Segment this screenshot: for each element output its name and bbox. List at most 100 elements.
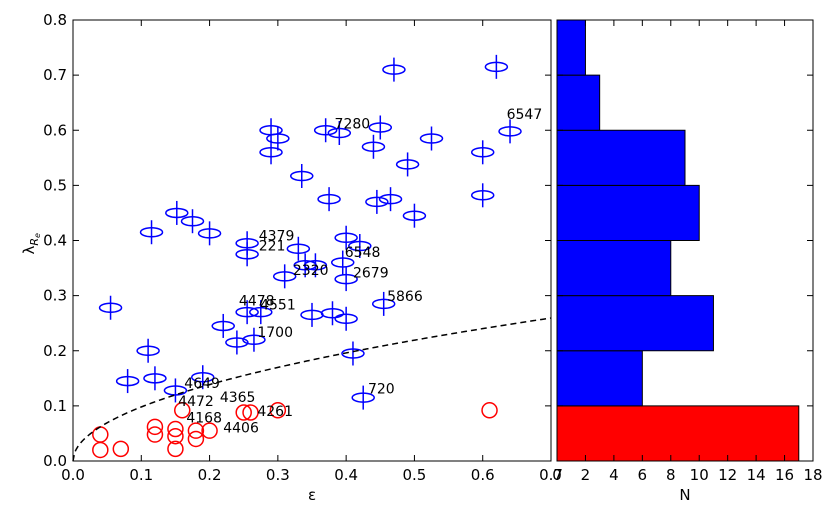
slow-rotator-marker — [92, 441, 109, 459]
histogram-bar — [556, 295, 714, 352]
slow-rotator-marker — [167, 427, 184, 445]
histogram-plot-frame — [556, 19, 814, 462]
galaxy-annotation: 4551 — [260, 297, 296, 313]
histogram-x-axis-label: N — [679, 486, 690, 504]
fast-rotator-marker — [136, 345, 160, 356]
y-axis-label-subscript: R — [28, 238, 41, 246]
y-tick-label: 0.7 — [43, 66, 67, 84]
fast-rotator-marker — [470, 147, 495, 158]
slow-rotator-marker — [187, 430, 205, 448]
fast-rotator-marker — [165, 207, 189, 219]
fast-rotator-marker — [351, 392, 375, 403]
fast-rotator-marker — [419, 133, 444, 144]
fast-rotator-marker — [470, 190, 495, 201]
x-tick-label: 0.4 — [334, 466, 358, 484]
fast-rotator-marker — [259, 147, 283, 158]
fast-rotator-marker — [341, 348, 365, 359]
fast-rotator-marker — [272, 271, 297, 282]
slow-rotator-marker — [146, 418, 164, 436]
x-tick-label: 0.7 — [539, 466, 563, 484]
y-tick-label: 0.1 — [43, 397, 67, 415]
histogram-x-tick-label: 8 — [666, 466, 676, 484]
histogram-bar — [556, 240, 672, 297]
histogram-bar — [556, 184, 700, 241]
y-axis-label: λRe — [20, 233, 42, 255]
galaxy-annotation: 7280 — [335, 117, 371, 133]
histogram-x-tick-label: 6 — [638, 466, 648, 484]
fast-rotator-marker — [317, 193, 341, 205]
y-tick-label: 0.3 — [43, 287, 67, 305]
fast-rotator-marker — [378, 193, 403, 205]
slow-rotator-markers — [92, 402, 498, 459]
galaxy-annotation: 5866 — [387, 289, 423, 305]
galaxy-annotation: 4168 — [186, 410, 222, 426]
slow-rotator-marker — [146, 426, 164, 443]
x-tick-label: 0.0 — [61, 466, 85, 484]
fast-rotator-markers — [98, 54, 522, 410]
y-tick-label: 0.4 — [43, 232, 67, 250]
fast-rotator-marker — [327, 127, 352, 139]
fast-rotator-marker — [211, 320, 235, 332]
fast-rotator-marker — [242, 334, 266, 345]
y-tick-label: 0.6 — [43, 121, 67, 139]
histogram-ticks: 0 2 4 6 8 10 12 14 16 18 — [552, 19, 823, 484]
fast-rotator-marker — [180, 215, 205, 227]
fast-rotator-marker — [484, 61, 509, 73]
slow-rotator-marker — [174, 402, 191, 419]
fast-rotator-marker — [402, 210, 427, 221]
slow-rotator-marker — [481, 402, 498, 419]
slow-rotator-marker — [201, 422, 218, 439]
histogram-x-tick-label: 4 — [609, 466, 619, 484]
x-axis-label: ε — [308, 486, 316, 504]
fast-rotator-marker — [225, 337, 249, 348]
histogram-x-tick-label: 18 — [803, 466, 822, 484]
dashed-threshold-curve — [72, 317, 552, 462]
galaxy-annotation: 2320 — [293, 263, 329, 279]
fast-rotator-marker — [395, 159, 420, 170]
histogram-bar — [556, 129, 686, 186]
fast-rotator-marker — [368, 122, 393, 133]
histogram-x-tick-label: 2 — [581, 466, 591, 484]
slow-rotator-marker — [269, 402, 287, 419]
fast-rotator-marker — [249, 306, 273, 318]
galaxy-annotation: 6548 — [345, 245, 381, 261]
x-tick-label: 0.2 — [198, 466, 222, 484]
y-tick-label: 0.5 — [43, 176, 67, 194]
fast-rotator-marker — [290, 170, 314, 182]
galaxy-annotation: 4379 — [259, 229, 295, 245]
fast-rotator-marker — [334, 313, 358, 325]
slow-rotator-marker — [112, 440, 130, 458]
fast-rotator-marker — [320, 308, 345, 319]
fast-rotator-marker — [266, 133, 290, 144]
y-tick-label: 0.2 — [43, 342, 67, 360]
galaxy-annotation: 2679 — [353, 265, 389, 281]
fast-rotator-marker — [303, 260, 328, 271]
y-axis-label-main: λ — [20, 246, 38, 255]
scatter-ticks: 0.0 0.1 0.2 0.3 0.4 0.5 0.6 0.7 0.0 0.1 0.2 0.3 0.4 0… — [43, 11, 563, 484]
fast-rotator-marker — [235, 306, 259, 318]
fast-rotator-marker — [382, 64, 406, 75]
histogram-bar — [556, 350, 643, 407]
fast-rotator-marker — [293, 260, 317, 271]
fast-rotator-marker — [371, 298, 396, 310]
fast-rotator-marker — [286, 243, 311, 255]
scatter-plot-frame — [72, 19, 552, 462]
fast-rotator-marker — [313, 125, 338, 136]
slow-rotator-marker — [167, 440, 184, 458]
fast-rotator-marker — [143, 373, 167, 384]
histogram-bar — [556, 405, 800, 462]
fast-rotator-marker — [334, 232, 358, 243]
y-tick-label: 0.8 — [43, 11, 67, 29]
fast-rotator-marker — [190, 371, 215, 383]
galaxy-annotation: 4649 — [184, 376, 220, 392]
galaxy-annotation: 1700 — [257, 325, 293, 341]
slow-rotator-marker — [187, 422, 205, 439]
fast-rotator-marker — [98, 302, 123, 314]
slow-rotator-marker — [242, 404, 259, 421]
histogram-x-tick-label: 0 — [552, 466, 562, 484]
fast-rotator-marker — [361, 141, 386, 153]
histogram-bars — [556, 19, 800, 462]
fast-rotator-marker — [163, 385, 188, 396]
